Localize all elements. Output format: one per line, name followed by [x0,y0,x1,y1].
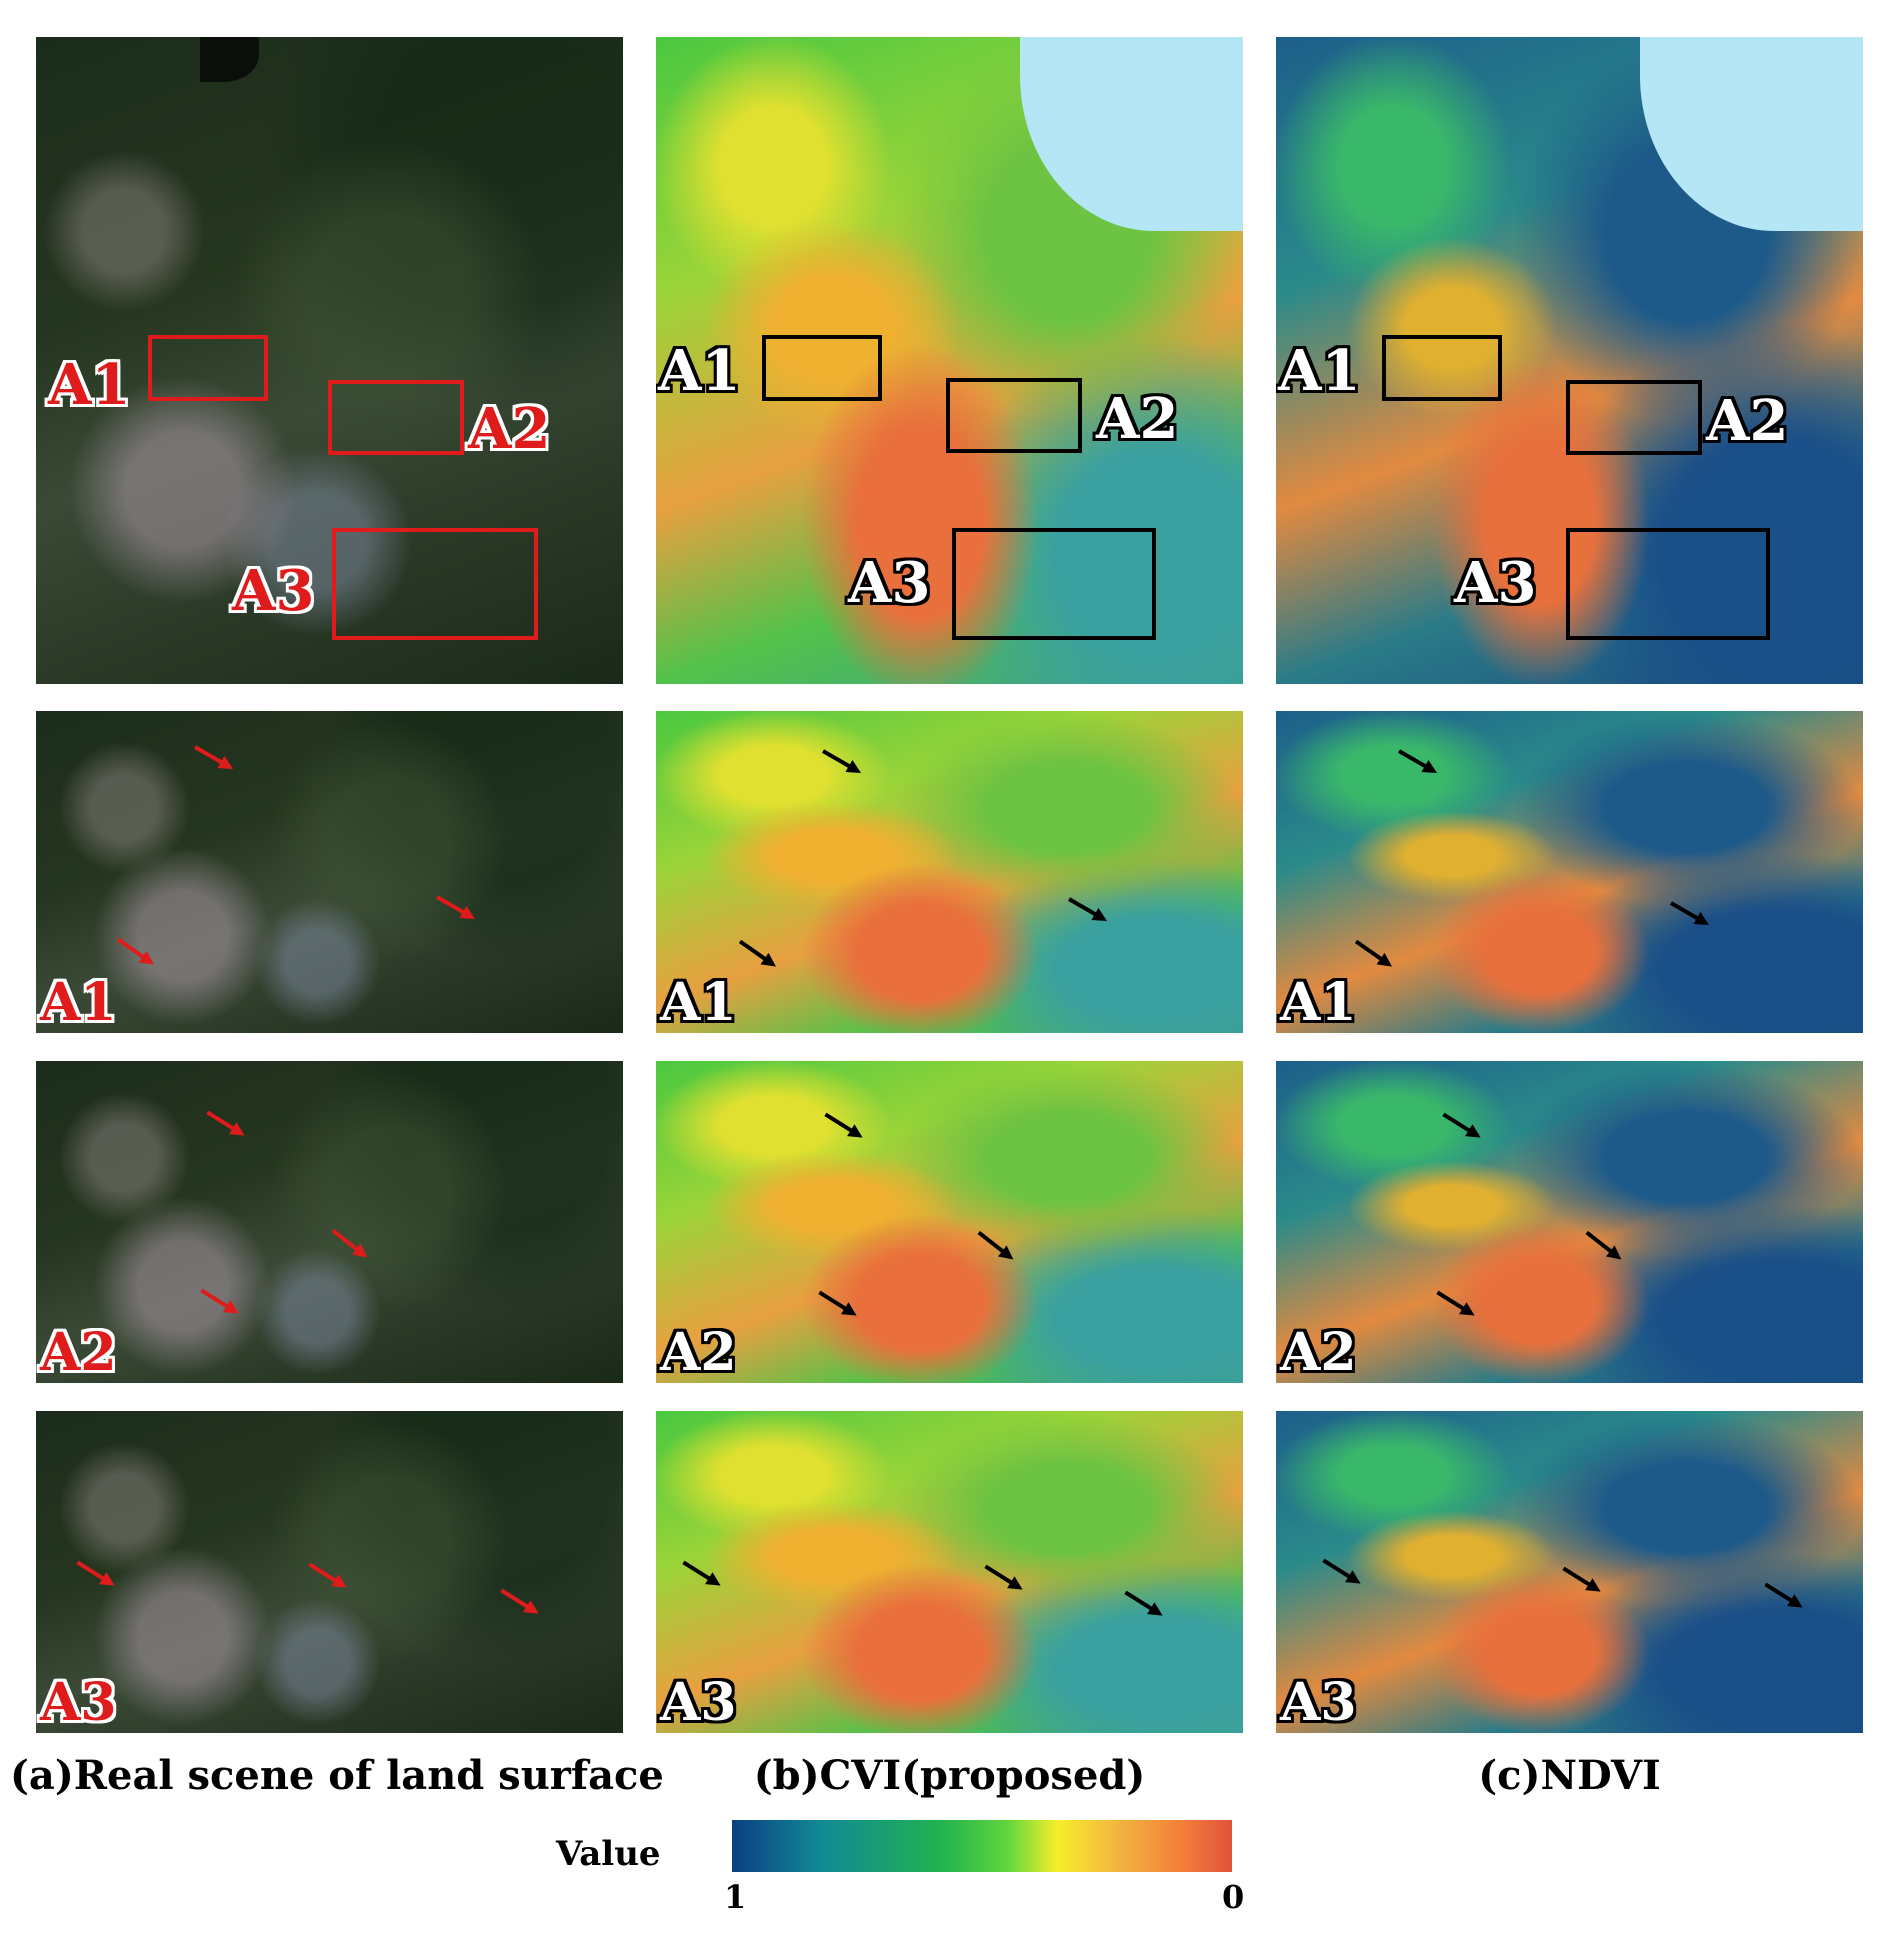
arrow-icon [190,739,237,777]
rgb-satellite-scene [36,711,623,1033]
region-box-a2 [328,380,464,455]
arrow-icon [1351,934,1397,974]
rgb-overview-image: A1 A2 A3 [36,37,623,684]
panel-label-a3: A3 [660,1672,737,1733]
caption-real-scene: (a)Real scene of land surface [10,1752,664,1799]
region-label-a3: A3 [1454,550,1537,616]
legend-max-label: 0 [1222,1878,1245,1916]
region-label-a3: A3 [848,550,931,616]
region-box-a1 [1382,335,1502,401]
arrow-icon [1439,1107,1486,1146]
caption-cvi: (b)CVI(proposed) [753,1752,1146,1799]
region-label-a3: A3 [232,558,315,624]
arrow-icon [815,1285,862,1324]
arrow-icon [197,1283,244,1322]
arrow-icon [327,1223,373,1264]
arrow-icon [73,1555,120,1594]
region-box-a3 [952,528,1156,640]
region-label-a2: A2 [1096,386,1179,452]
arrow-icon [432,889,479,927]
region-box-a2 [946,378,1082,453]
arrow-icon [1559,1561,1606,1600]
region-box-a3 [332,528,538,640]
rgb-zoom-a1: A1 [36,711,623,1033]
cvi-index-raster [656,711,1243,1033]
panel-label-a1: A1 [1280,972,1357,1033]
rgb-satellite-scene [36,1411,623,1733]
arrow-icon [981,1559,1028,1598]
legend-min-label: 1 [724,1878,747,1916]
ndvi-zoom-a2: A2 [1276,1061,1863,1383]
arrow-icon [203,1105,250,1144]
ndvi-zoom-a1: A1 [1276,711,1863,1033]
ndvi-zoom-a3: A3 [1276,1411,1863,1733]
panel-label-a1: A1 [660,972,737,1033]
arrow-icon [1121,1585,1168,1624]
cvi-zoom-a1: A1 [656,711,1243,1033]
panel-label-a3: A3 [40,1672,117,1733]
arrow-icon [1581,1225,1627,1266]
legend-title: Value [556,1834,661,1874]
region-label-a1: A1 [1278,338,1361,404]
region-label-a1: A1 [48,352,131,418]
rgb-zoom-a2: A2 [36,1061,623,1383]
ndvi-overview-map: A1 A2 A3 [1276,37,1863,684]
region-label-a2: A2 [468,396,551,462]
arrow-icon [305,1557,352,1596]
region-label-a1: A1 [658,338,741,404]
caption-ndvi: (c)NDVI [1478,1752,1661,1799]
arrow-icon [1064,891,1111,929]
rgb-satellite-scene [36,1061,623,1383]
arrow-icon [1433,1285,1480,1324]
ndvi-index-raster [1276,711,1863,1033]
cvi-index-raster [656,1061,1243,1383]
arrow-icon [1319,1553,1366,1592]
arrow-icon [818,743,865,781]
arrow-icon [497,1583,544,1622]
region-box-a1 [762,335,882,401]
ndvi-index-raster [1276,1061,1863,1383]
region-box-a2 [1566,380,1702,455]
arrow-icon [1761,1577,1808,1616]
arrow-icon [821,1107,868,1146]
cvi-zoom-a2: A2 [656,1061,1243,1383]
arrow-icon [113,932,159,972]
arrow-icon [973,1225,1019,1266]
panel-label-a3: A3 [1280,1672,1357,1733]
panel-label-a2: A2 [1280,1322,1357,1383]
panel-label-a2: A2 [660,1322,737,1383]
rgb-satellite-scene [36,37,623,684]
cvi-index-raster [656,1411,1243,1733]
legend-color-ramp [732,1820,1232,1872]
region-box-a3 [1566,528,1770,640]
arrow-icon [1394,743,1441,781]
rgb-zoom-a3: A3 [36,1411,623,1733]
arrow-icon [1666,895,1713,933]
panel-label-a2: A2 [40,1322,117,1383]
panel-label-a1: A1 [40,972,117,1033]
cvi-overview-map: A1 A2 A3 [656,37,1243,684]
cvi-zoom-a3: A3 [656,1411,1243,1733]
region-box-a1 [148,335,268,401]
arrow-icon [735,934,781,974]
region-label-a2: A2 [1706,388,1789,454]
arrow-icon [679,1555,726,1594]
